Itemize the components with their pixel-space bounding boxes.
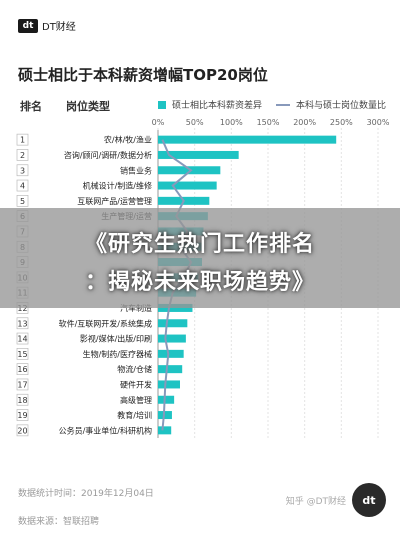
banner-line-2: ：揭秘未来职场趋势》 (84, 270, 315, 295)
category-label: 互联网产品/运营管理 (77, 196, 152, 206)
legend-bar-swatch (158, 100, 166, 109)
rank-box (16, 149, 29, 161)
rank-box (16, 348, 29, 360)
rank-label: 5 (20, 197, 25, 206)
x-tick-label: 0% (152, 118, 165, 127)
rank-label: 15 (17, 350, 27, 359)
category-label: 教育/培训 (117, 410, 152, 420)
rank-box (16, 195, 29, 207)
category-label: 咨询/顾问/调研/数据分析 (64, 150, 152, 160)
rank-column-header: 排名 (20, 100, 42, 113)
salary-diff-bar (158, 411, 172, 420)
x-tick-label: 200% (293, 118, 316, 127)
rank-label: 12 (17, 304, 27, 313)
rank-box (16, 317, 29, 330)
chart-legend: 硕士相比本科薪资差异 本科与硕士岗位数量比 (158, 98, 386, 111)
rank-label: 17 (17, 380, 27, 389)
dt-logo: dt DT财经 (18, 18, 76, 33)
legend-line-label: 本科与硕士岗位数量比 (296, 101, 387, 111)
salary-diff-bar (158, 150, 239, 159)
category-label: 软件/互联网开发/系统集成 (59, 318, 152, 328)
legend-bar-label: 硕士相比本科薪资差异 (172, 101, 263, 111)
rank-box (16, 332, 29, 345)
category-label: 生物/制药/医疗器械 (83, 349, 152, 359)
rank-box (16, 164, 29, 177)
stat-time-note: 数据统计时间：2019年12月04日 (18, 489, 154, 499)
rank-label: 20 (17, 426, 27, 435)
rank-box (16, 378, 29, 391)
salary-diff-bar (158, 319, 188, 328)
x-tick-label: 250% (330, 118, 353, 127)
title-overlay-banner: 《研究生热门工作排名 ：揭秘未来职场趋势》 (0, 208, 400, 308)
rank-label: 4 (20, 182, 25, 191)
rank-box (16, 393, 29, 406)
legend-line-swatch (276, 103, 291, 106)
watermark: 知乎 @DT财经 dt (286, 483, 386, 517)
salary-diff-bar (158, 334, 186, 343)
rank-box (16, 424, 29, 437)
dt-logo-text: DT财经 (42, 22, 76, 33)
chart-title: 硕士相比于本科薪资增幅TOP20岗位 (18, 66, 268, 84)
rank-label: 3 (20, 166, 25, 175)
rank-box (16, 409, 29, 421)
salary-diff-bar (158, 365, 183, 374)
rank-label: 13 (17, 319, 27, 328)
x-tick-label: 150% (257, 118, 280, 127)
data-source-note: 数据来源：智联招聘 (18, 517, 100, 527)
rank-label: 18 (17, 396, 27, 405)
watermark-text: 知乎 @DT财经 (285, 496, 346, 507)
rank-label: 14 (17, 335, 27, 344)
x-tick-label: 100% (220, 118, 243, 127)
salary-diff-bar (158, 426, 172, 435)
salary-diff-bar (158, 395, 175, 404)
rank-label: 1 (20, 136, 25, 145)
position-column-header: 岗位类型 (66, 100, 110, 113)
category-label: 销售业务 (120, 165, 152, 175)
x-tick-label: 300% (367, 118, 390, 127)
category-label: 高级管理 (120, 395, 152, 405)
salary-diff-bar (158, 181, 217, 190)
category-label: 机械设计/制造/维修 (83, 181, 152, 191)
salary-diff-bar (158, 135, 337, 144)
category-label: 硬件开发 (120, 379, 152, 389)
category-label: 物流/仓储 (117, 364, 152, 374)
x-tick-label: 50% (186, 118, 204, 127)
salary-diff-bar (158, 349, 184, 358)
rank-box (16, 363, 29, 375)
dt-logo-mark: dt (18, 18, 38, 33)
category-label: 影视/媒体/出版/印刷 (80, 334, 152, 344)
rank-box (16, 133, 29, 146)
header: dt DT财经 (0, 0, 400, 52)
rank-box (16, 179, 29, 192)
rank-label: 2 (20, 151, 25, 160)
salary-diff-bar (158, 380, 180, 389)
category-label: 公务员/事业单位/科研机构 (59, 425, 152, 435)
watermark-logo: dt (352, 483, 386, 517)
rank-label: 19 (17, 411, 27, 420)
banner-line-1: 《研究生热门工作排名 (84, 232, 315, 257)
salary-diff-bar (158, 166, 221, 175)
category-label: 农/林/牧/渔业 (104, 135, 152, 145)
rank-label: 16 (17, 365, 27, 374)
